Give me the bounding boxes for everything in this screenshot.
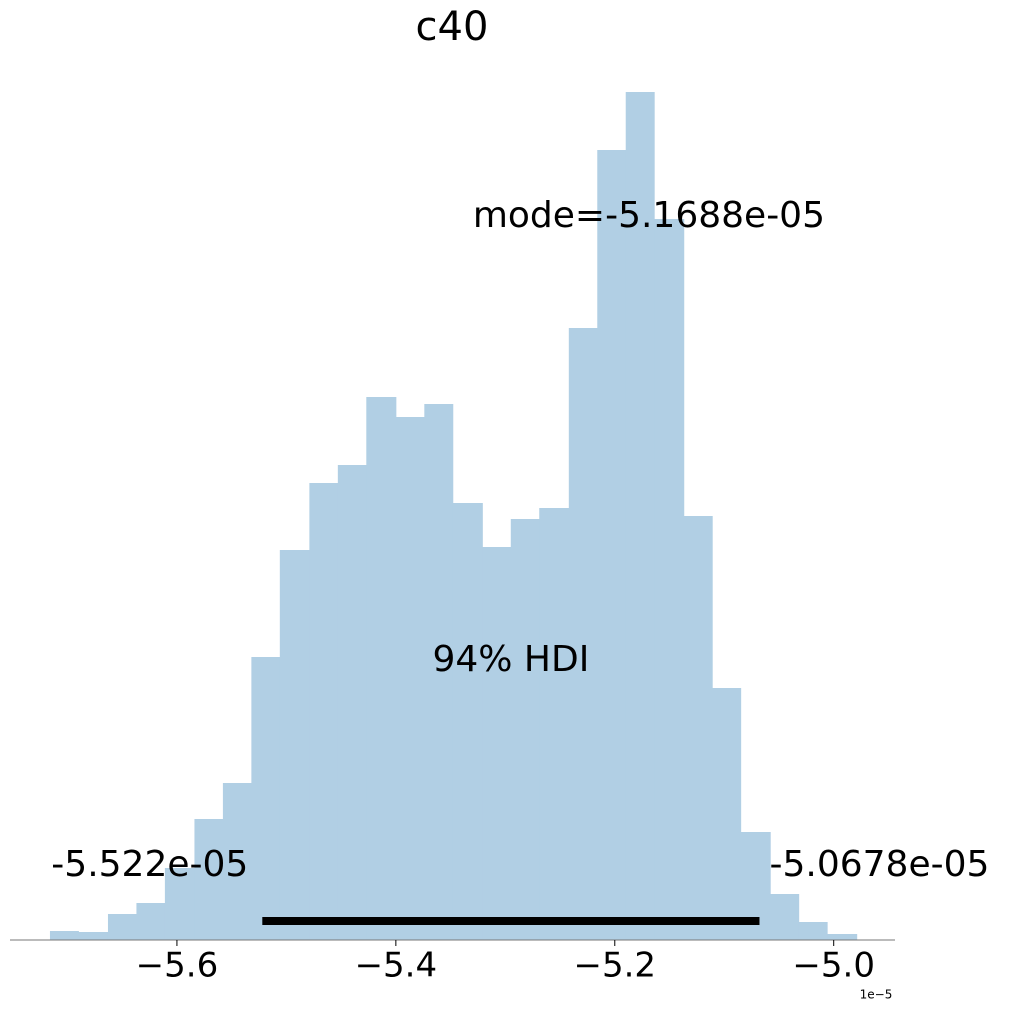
bar <box>625 92 655 940</box>
bar <box>164 868 195 940</box>
bar <box>712 688 742 940</box>
x-tick-label: −5.2 <box>573 946 656 986</box>
hdi-low-label: -5.522e-05 <box>51 844 248 885</box>
x-tick-label: −5.0 <box>792 946 875 986</box>
bar <box>683 516 713 940</box>
bar <box>452 503 483 940</box>
chart-title: c40 <box>416 4 489 50</box>
hdi-high-label: -5.0678e-05 <box>769 844 989 885</box>
bar <box>482 547 512 940</box>
bar <box>251 657 281 940</box>
bar <box>78 932 109 940</box>
bar <box>827 934 858 940</box>
bar <box>597 150 627 940</box>
bar <box>424 404 454 940</box>
bar <box>309 483 339 940</box>
hdi-label: 94% HDI <box>432 639 589 680</box>
x-tick-label: −5.4 <box>355 946 438 986</box>
bar <box>654 219 685 940</box>
bar <box>49 931 79 940</box>
bar <box>539 508 570 940</box>
bar <box>222 783 252 940</box>
bar <box>136 903 166 940</box>
bar <box>510 519 540 940</box>
bar <box>798 922 828 940</box>
bar <box>395 417 425 940</box>
x-tick-label: −5.6 <box>136 946 219 986</box>
bar <box>770 894 800 940</box>
bar <box>279 550 310 940</box>
mode-label: mode=-5.1688e-05 <box>473 195 825 236</box>
bar <box>568 328 598 940</box>
bar <box>337 465 367 940</box>
bar <box>366 397 397 940</box>
bar <box>194 819 224 940</box>
x-offset-label: 1e−5 <box>860 988 893 1002</box>
bar <box>107 914 137 940</box>
